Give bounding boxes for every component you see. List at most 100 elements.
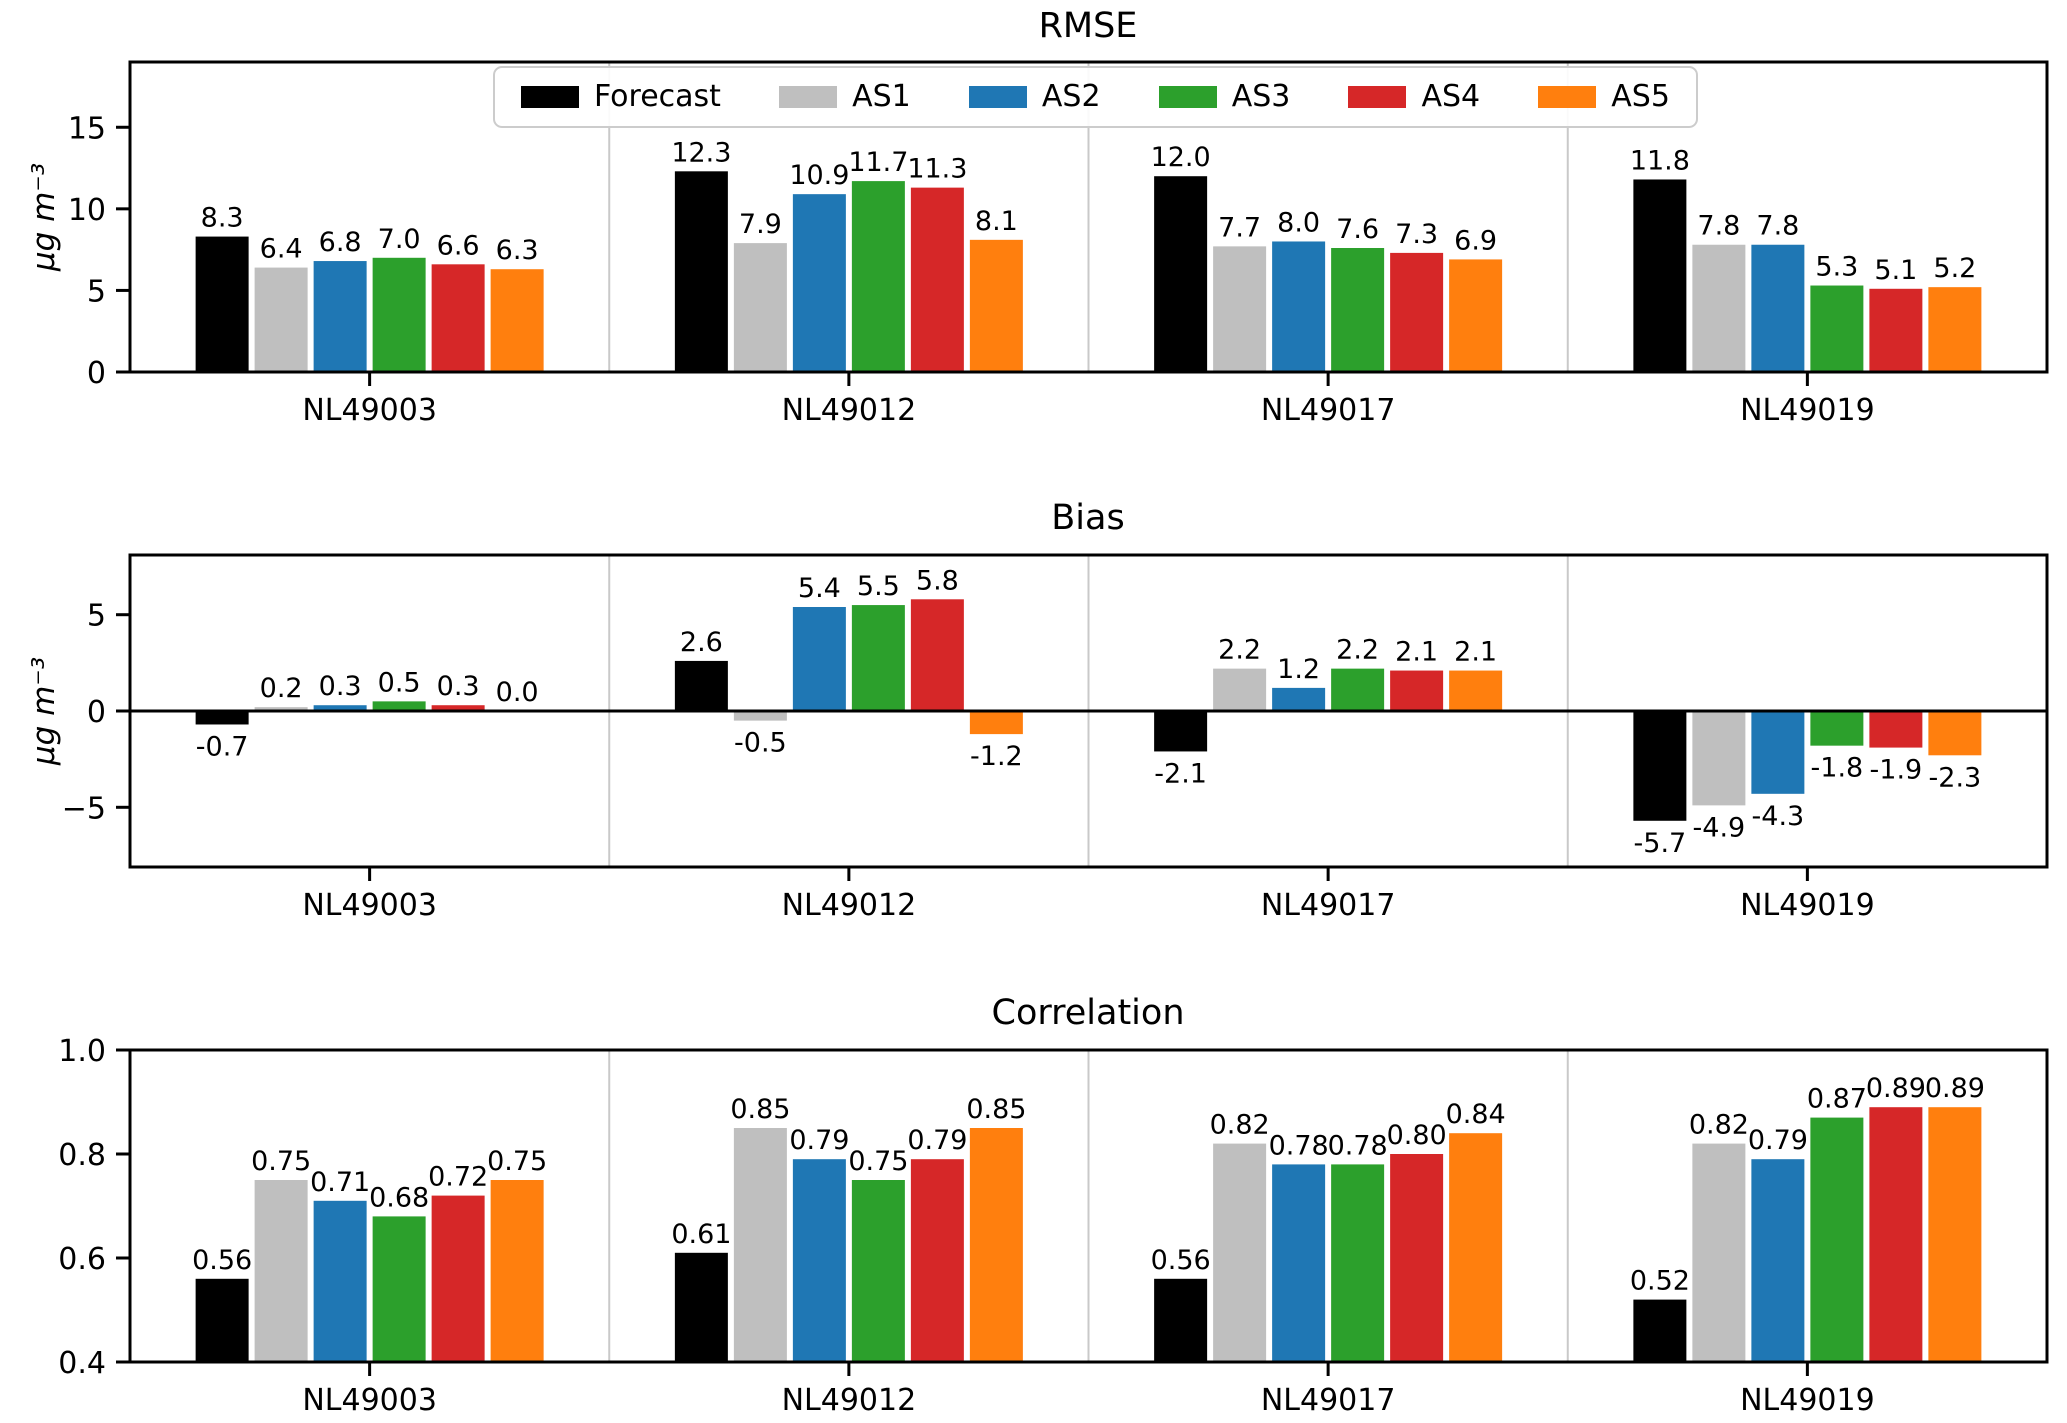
bar-as3-nl49012 <box>851 605 905 711</box>
y-axis-label-rmse: µg m⁻³ <box>26 162 62 272</box>
value-label: 5.3 <box>1815 252 1858 283</box>
value-label: 7.6 <box>1336 214 1379 245</box>
legend: Forecast AS1 AS2 AS3 AS4 AS5 <box>493 66 1698 128</box>
y-axis-label-bias: µg m⁻³ <box>26 656 62 766</box>
value-label: 8.1 <box>975 206 1018 237</box>
bar-as3-nl49019 <box>1810 711 1864 746</box>
value-label: 12.0 <box>1151 142 1211 173</box>
y-tick-label: 10 <box>68 193 106 228</box>
y-tick-label: 5 <box>87 599 106 634</box>
bar-as5-nl49019 <box>1928 287 1982 372</box>
value-label: 0.84 <box>1446 1099 1506 1130</box>
value-label: 5.5 <box>857 571 900 602</box>
legend-swatch-as5 <box>1538 86 1597 108</box>
bar-as3-nl49012 <box>851 181 905 372</box>
value-label: 6.4 <box>260 234 303 265</box>
bar-forecast-nl49012 <box>674 1252 728 1362</box>
legend-item-forecast: Forecast <box>521 82 721 112</box>
value-label: 0.71 <box>310 1167 370 1198</box>
value-label: 11.7 <box>848 147 908 178</box>
bar-as4-nl49017 <box>1390 1154 1444 1362</box>
bar-as2-nl49019 <box>1751 711 1805 794</box>
legend-label: AS1 <box>852 79 911 114</box>
bar-as1-nl49019 <box>1692 711 1746 806</box>
bar-as4-nl49003 <box>431 264 485 372</box>
bar-forecast-nl49003 <box>195 236 249 372</box>
x-tick-label-nl49012: NL49012 <box>782 1383 917 1418</box>
bar-as1-nl49012 <box>733 243 787 372</box>
value-label: 0.75 <box>848 1146 908 1177</box>
value-label: 7.0 <box>378 224 421 255</box>
bar-as1-nl49017 <box>1213 1143 1267 1362</box>
bar-as2-nl49017 <box>1272 687 1326 711</box>
bar-as5-nl49012 <box>969 711 1023 735</box>
value-label: 7.7 <box>1218 212 1261 243</box>
bar-as1-nl49017 <box>1213 668 1267 711</box>
value-label: 0.78 <box>1269 1130 1329 1161</box>
bar-as3-nl49019 <box>1810 285 1864 372</box>
y-tick-label: 0 <box>87 695 106 730</box>
bar-forecast-nl49017 <box>1154 1278 1208 1362</box>
value-label: 7.8 <box>1756 211 1799 242</box>
bar-as4-nl49019 <box>1869 1107 1923 1362</box>
value-label: -0.5 <box>734 728 787 759</box>
value-label: 8.0 <box>1277 207 1320 238</box>
bar-as1-nl49012 <box>733 1128 787 1362</box>
bar-as4-nl49012 <box>910 1159 964 1362</box>
bar-as1-nl49019 <box>1692 244 1746 372</box>
bar-as5-nl49017 <box>1449 1133 1503 1362</box>
value-label: 0.56 <box>192 1245 252 1276</box>
value-label: 0.0 <box>496 677 539 708</box>
bar-as1-nl49003 <box>254 707 308 711</box>
bar-forecast-nl49017 <box>1154 176 1208 372</box>
value-label: 6.8 <box>319 227 362 258</box>
legend-swatch-as4 <box>1348 86 1407 108</box>
bar-as4-nl49003 <box>431 705 485 711</box>
legend-item-as1: AS1 <box>779 82 911 112</box>
bar-as2-nl49019 <box>1751 244 1805 372</box>
bar-as4-nl49019 <box>1869 288 1923 372</box>
value-label: 0.89 <box>1925 1073 1985 1104</box>
x-tick-label-nl49017: NL49017 <box>1261 888 1396 923</box>
value-label: 0.3 <box>437 671 480 702</box>
value-label: 0.72 <box>428 1162 488 1193</box>
bar-as4-nl49003 <box>431 1195 485 1362</box>
bar-as4-nl49012 <box>910 599 964 711</box>
bar-as2-nl49012 <box>792 1159 846 1362</box>
value-label: -2.3 <box>1929 762 1982 793</box>
value-label: 6.9 <box>1454 225 1497 256</box>
legend-item-as5: AS5 <box>1538 82 1670 112</box>
value-label: 12.3 <box>671 137 731 168</box>
bar-as3-nl49012 <box>851 1180 905 1362</box>
bar-forecast-nl49012 <box>674 171 728 372</box>
value-label: -4.9 <box>1693 812 1746 843</box>
value-label: 0.5 <box>378 667 421 698</box>
bar-as1-nl49017 <box>1213 246 1267 372</box>
chart-title-correlation: Correlation <box>991 993 1185 1033</box>
x-tick-label-nl49003: NL49003 <box>302 888 437 923</box>
value-label: 0.2 <box>260 673 303 704</box>
value-label: 2.6 <box>680 627 723 658</box>
legend-label: AS2 <box>1041 79 1101 114</box>
legend-label: AS4 <box>1421 79 1481 114</box>
bar-as5-nl49019 <box>1928 1107 1982 1362</box>
value-label: 0.61 <box>671 1219 731 1250</box>
bar-as5-nl49012 <box>969 1128 1023 1362</box>
bar-as5-nl49017 <box>1449 259 1503 372</box>
bar-as2-nl49019 <box>1751 1159 1805 1362</box>
value-label: 0.89 <box>1866 1073 1926 1104</box>
legend-item-as4: AS4 <box>1348 82 1480 112</box>
x-tick-label-nl49003: NL49003 <box>302 1383 437 1418</box>
legend-item-as3: AS3 <box>1158 82 1290 112</box>
bar-as5-nl49019 <box>1928 711 1982 756</box>
bar-as1-nl49003 <box>254 1180 308 1362</box>
value-label: 8.3 <box>201 203 244 234</box>
x-tick-label-nl49012: NL49012 <box>782 393 917 428</box>
value-label: 5.8 <box>916 565 959 596</box>
legend-swatch-forecast <box>521 86 579 108</box>
bar-as3-nl49017 <box>1331 1164 1385 1362</box>
value-label: 7.9 <box>739 209 782 240</box>
y-tick-label: 1.0 <box>58 1034 106 1069</box>
value-label: 2.1 <box>1454 637 1497 668</box>
